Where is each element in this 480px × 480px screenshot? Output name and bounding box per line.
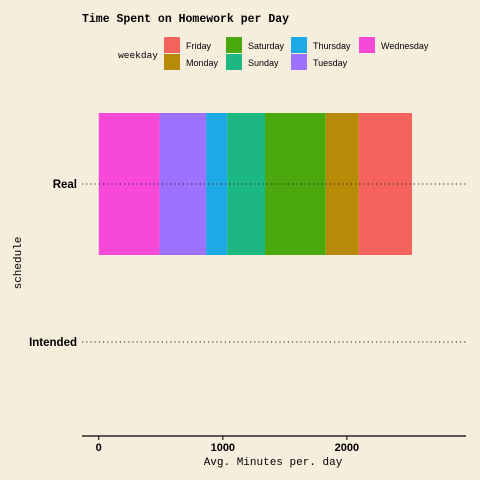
legend-swatch-friday: [164, 37, 180, 53]
legend-label-saturday: Saturday: [248, 41, 285, 51]
legend: Friday Monday Saturday Sunday Thursday Tuesda…: [164, 37, 429, 70]
legend-label-sunday: Sunday: [248, 58, 279, 68]
y-axis-label: schedule: [13, 237, 25, 290]
x-tick-label-2000: 2000: [335, 442, 359, 454]
legend-label-friday: Friday: [186, 41, 212, 51]
bar-real-monday: [325, 113, 359, 255]
legend-label-wednesday: Wednesday: [381, 41, 429, 51]
x-tick-label-0: 0: [96, 442, 102, 454]
x-axis: 0 1000 2000: [82, 435, 466, 454]
legend-label-monday: Monday: [186, 58, 219, 68]
y-tick-label-real: Real: [53, 179, 77, 191]
legend-label-tuesday: Tuesday: [313, 58, 348, 68]
y-axis: Real Intended: [29, 179, 466, 349]
bar-real-saturday: [265, 113, 326, 255]
legend-swatch-tuesday: [291, 54, 307, 70]
legend-swatch-sunday: [226, 54, 242, 70]
x-axis-label: Avg. Minutes per. day: [204, 457, 343, 469]
y-tick-label-intended: Intended: [29, 337, 77, 349]
x-tick-label-1000: 1000: [211, 442, 235, 454]
legend-label-thursday: Thursday: [313, 41, 351, 51]
legend-swatch-monday: [164, 54, 180, 70]
legend-swatch-thursday: [291, 37, 307, 53]
chart-title: Time Spent on Homework per Day: [82, 13, 289, 26]
legend-swatch-saturday: [226, 37, 242, 53]
legend-swatch-wednesday: [359, 37, 375, 53]
legend-title: weekday: [118, 50, 158, 61]
